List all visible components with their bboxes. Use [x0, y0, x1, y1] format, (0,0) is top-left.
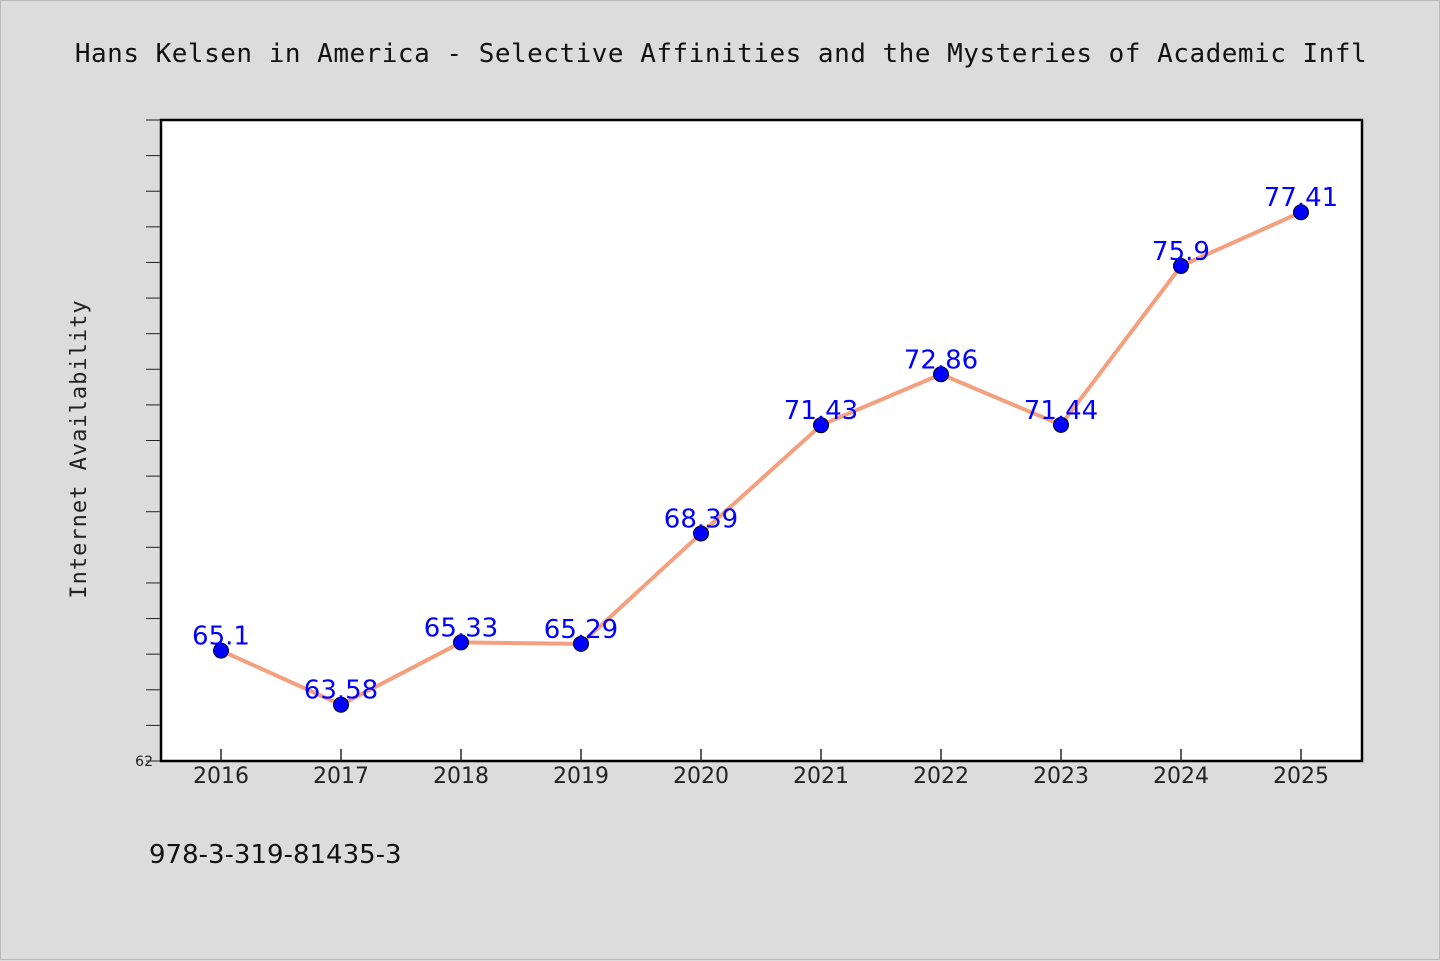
data-markers — [213, 204, 1309, 713]
x-tick-label: 2025 — [1273, 764, 1329, 789]
data-point — [1173, 258, 1189, 275]
data-label: 65.33 — [424, 613, 498, 643]
x-tick-label: 2022 — [913, 764, 969, 789]
data-label: 65.1 — [192, 622, 250, 652]
y-axis-ticks: 62 — [135, 119, 160, 770]
data-point — [693, 525, 709, 542]
data-label: 71.44 — [1024, 396, 1098, 426]
data-point — [573, 635, 589, 652]
data-label: 65.29 — [544, 615, 618, 645]
data-label: 77.41 — [1264, 183, 1338, 213]
y-tick-label: 62 — [135, 754, 153, 770]
data-point — [453, 634, 469, 651]
x-tick-label: 2018 — [433, 764, 489, 789]
x-tick-label: 2021 — [793, 764, 849, 789]
data-label: 75.9 — [1152, 237, 1210, 267]
data-label: 72.86 — [904, 345, 978, 375]
data-label: 68.39 — [664, 504, 738, 534]
data-point — [333, 696, 349, 713]
x-tick-label: 2024 — [1153, 764, 1209, 789]
data-point — [933, 366, 949, 383]
x-tick-label: 2019 — [553, 764, 609, 789]
series-line — [220, 210, 1302, 707]
x-axis-ticks: 2016 2017 2018 2019 2020 2021 2022 2023 2024 2025 — [193, 749, 1329, 789]
data-label: 63.58 — [304, 676, 378, 706]
data-point — [213, 642, 229, 659]
plot-area — [159, 118, 1364, 763]
x-tick-label: 2017 — [313, 764, 369, 789]
data-label: 71.43 — [784, 396, 858, 426]
data-point — [1293, 204, 1309, 221]
footer-isbn: 978-3-319-81435-3 — [149, 840, 402, 870]
chart-title: Hans Kelsen in America - Selective Affin… — [75, 39, 1367, 69]
data-labels: 65.1 63.58 65.33 65.29 68.39 71.43 72.86 71.44 7… — [192, 183, 1338, 706]
x-tick-label: 2016 — [193, 764, 249, 789]
x-tick-label: 2020 — [673, 764, 729, 789]
y-axis-label: Internet Availability — [67, 299, 92, 598]
data-point — [1053, 416, 1069, 433]
data-point — [813, 417, 829, 434]
x-tick-label: 2023 — [1033, 764, 1089, 789]
